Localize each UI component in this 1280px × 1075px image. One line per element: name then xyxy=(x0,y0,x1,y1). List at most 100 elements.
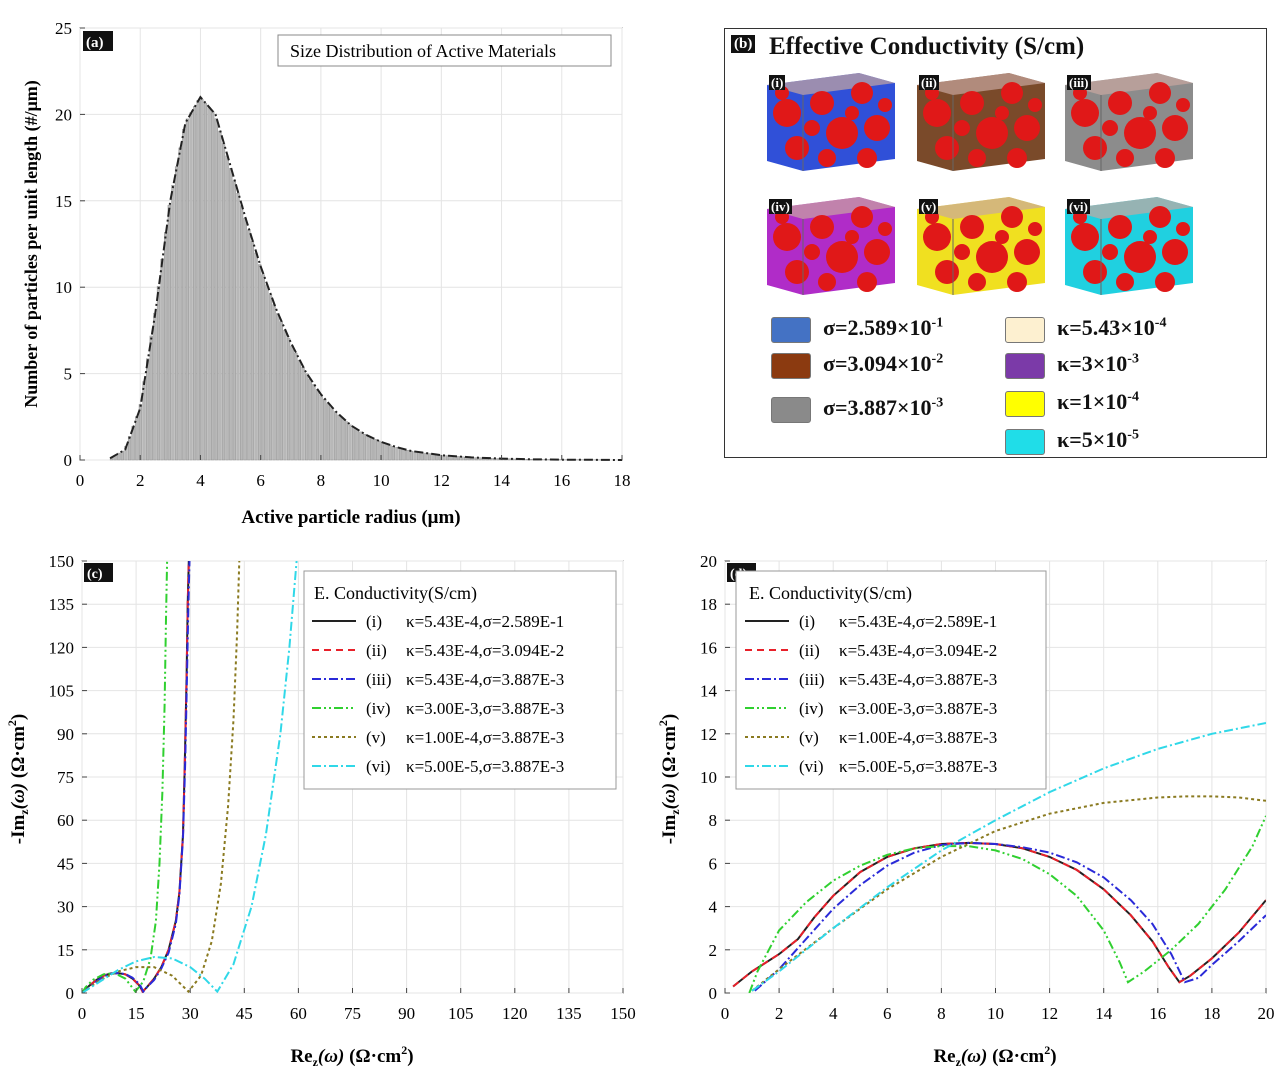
c-ytick-label: 30 xyxy=(57,898,74,917)
particle xyxy=(1176,98,1190,112)
particle xyxy=(804,244,820,260)
panel-c-xlabel-sub: z xyxy=(313,1055,319,1069)
a-ytick-label: 20 xyxy=(55,105,72,124)
d-xtick-label: 14 xyxy=(1095,1004,1113,1023)
histogram-bar xyxy=(391,446,395,461)
panel-d-xlabel-omega: (ω) xyxy=(961,1046,987,1067)
histogram-bar xyxy=(178,147,182,461)
panel-c-xlabel: Rez(ω) (Ω·cm2) xyxy=(290,1043,413,1069)
particle xyxy=(976,241,1008,273)
histogram-bar xyxy=(507,458,511,461)
c-legend-label: κ=5.43E-4,σ=3.887E-3 xyxy=(406,670,564,689)
panel-d-legend: E. Conductivity(S/cm) (i) κ=5.43E-4,σ=2.5… xyxy=(735,570,1047,790)
histogram-bar xyxy=(301,366,305,461)
c-legend-name: (vi) xyxy=(366,757,391,776)
legend-exponent: -3 xyxy=(1127,351,1139,367)
particle xyxy=(864,239,890,265)
histogram-bar xyxy=(221,143,226,461)
particle xyxy=(1014,115,1040,141)
particle xyxy=(818,149,836,167)
panel-d-xlabel: Rez(ω) (Ω·cm2) xyxy=(933,1043,1056,1069)
particle xyxy=(1028,98,1042,112)
a-ytick-label: 15 xyxy=(55,192,72,211)
c-xtick-label: 135 xyxy=(556,1004,582,1023)
histogram-bar xyxy=(341,418,345,461)
histogram-bar xyxy=(406,450,410,461)
a-xtick-label: 16 xyxy=(553,471,570,490)
particle xyxy=(826,241,858,273)
d-ytick-label: 6 xyxy=(709,854,718,873)
particle xyxy=(960,91,984,115)
d-series-line xyxy=(751,795,1266,992)
d-ytick-label: 4 xyxy=(709,898,718,917)
panel-b-title: Effective Conductivity (S/cm) xyxy=(769,33,1085,60)
cube-label: (vi) xyxy=(1067,199,1090,214)
histogram-bar xyxy=(445,455,450,461)
particle xyxy=(1028,222,1042,236)
particle xyxy=(785,136,809,160)
cube-image xyxy=(767,73,895,171)
histogram-bar xyxy=(167,205,171,461)
particle xyxy=(773,223,801,251)
d-ytick-label: 10 xyxy=(700,768,717,787)
a-xtick-label: 12 xyxy=(433,471,450,490)
a-ytick-label: 25 xyxy=(55,19,72,38)
panel-d-xlabel-sub: z xyxy=(956,1055,962,1069)
particle xyxy=(1071,223,1099,251)
c-series-line xyxy=(82,561,298,993)
histogram-bar xyxy=(348,424,352,461)
particle xyxy=(1007,148,1027,168)
d-ytick-label: 16 xyxy=(700,638,717,657)
chart-a: 0 2 4 6 8 10 12 14 16 18 0 5 10 15 20 25 (a) Size Distr… xyxy=(21,19,631,528)
legend-text: σ=3.887×10 xyxy=(823,395,932,420)
legend-text: σ=2.589×10 xyxy=(823,315,932,340)
cube-label: (i) xyxy=(769,75,786,90)
cube-2: (ii) xyxy=(917,73,1045,171)
d-xtick-label: 8 xyxy=(937,1004,946,1023)
c-legend-label: κ=5.43E-4,σ=2.589E-1 xyxy=(406,612,564,631)
d-legend-name: (ii) xyxy=(799,641,820,660)
d-series-line xyxy=(732,841,1266,988)
legend-label: σ=3.094×10-2 xyxy=(823,351,943,377)
d-legend-label: κ=5.43E-4,σ=2.589E-1 xyxy=(839,612,997,631)
histogram-bar xyxy=(308,378,312,461)
c-legend-label: κ=5.43E-4,σ=3.094E-2 xyxy=(406,641,564,660)
panel-d-ylabel: -Imz(ω) (Ω·cm2) xyxy=(656,714,682,845)
legend-label: κ=3×10-3 xyxy=(1057,351,1139,377)
histogram-bar xyxy=(265,284,269,461)
d-xtick-label: 16 xyxy=(1149,1004,1166,1023)
particle xyxy=(857,272,877,292)
particle xyxy=(935,136,959,160)
a-xtick-label: 2 xyxy=(136,471,145,490)
particle xyxy=(1108,91,1132,115)
panel-a-xlabel: Active particle radius (μm) xyxy=(241,507,460,528)
panel-d-xlabel-sup: 2 xyxy=(1044,1043,1050,1057)
legend-text: κ=1×10 xyxy=(1057,389,1128,414)
histogram-bar xyxy=(398,448,403,461)
histogram-bar xyxy=(196,100,200,461)
d-ytick-label: 14 xyxy=(700,682,718,701)
particle xyxy=(845,106,859,120)
d-series-line xyxy=(754,841,1266,992)
d-legend-name: (iv) xyxy=(799,699,824,718)
histogram-bar xyxy=(258,264,262,461)
particle xyxy=(1083,136,1107,160)
d-xtick-label: 0 xyxy=(721,1004,730,1023)
cube-1: (i) xyxy=(767,73,895,171)
particle xyxy=(1124,117,1156,149)
histogram-bar xyxy=(218,130,222,461)
histogram-bar xyxy=(413,451,417,461)
d-ytick-label: 18 xyxy=(700,595,717,614)
particle xyxy=(1143,230,1157,244)
d-xtick-label: 10 xyxy=(987,1004,1004,1023)
histogram-bar xyxy=(149,335,153,461)
particle xyxy=(804,120,820,136)
c-ytick-label: 60 xyxy=(57,811,74,830)
panel-c-ylabel-omega: (ω) xyxy=(8,783,29,809)
d-legend-label: κ=5.43E-4,σ=3.094E-2 xyxy=(839,641,997,660)
panel-d-ticks: 0 2 4 6 8 10 12 14 16 18 20 0 2 4 6 8 10 12 14 16 18 20 xyxy=(700,552,1275,1023)
particle xyxy=(1149,206,1171,228)
c-xtick-label: 60 xyxy=(290,1004,307,1023)
particle xyxy=(810,91,834,115)
particle xyxy=(960,215,984,239)
